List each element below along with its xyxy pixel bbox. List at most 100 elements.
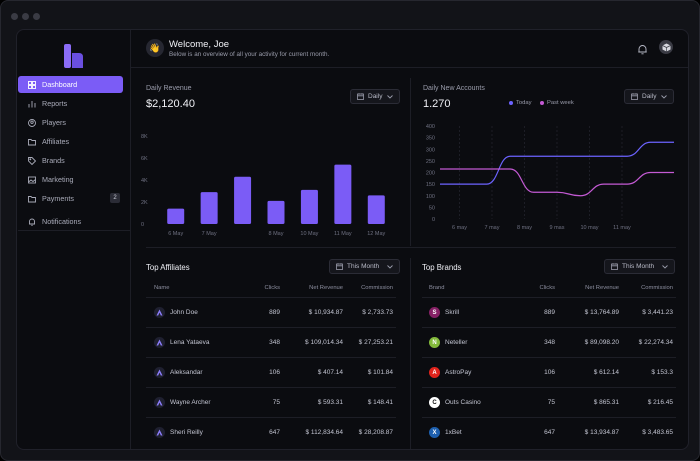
revenue-bar[interactable] [234, 176, 252, 224]
revenue-bar[interactable] [200, 192, 218, 224]
x-tick-label: 6 may [452, 225, 467, 231]
affiliates-table: Name Clicks Net Revenue Commission John … [146, 285, 396, 449]
window-minimize-dot[interactable] [22, 13, 29, 20]
col-header-brand: Brand [429, 285, 445, 291]
sidebar-item-label: Brands [42, 156, 65, 165]
affiliate-name: Lena Yataeva [170, 339, 210, 346]
brand-commission: $ 3,441.23 [642, 309, 673, 316]
brand-name: 1xBet [445, 429, 462, 436]
affiliate-commission: $ 148.41 [367, 399, 393, 406]
chevron-down-icon [387, 264, 393, 269]
affiliate-icon [154, 367, 165, 378]
col-header-clicks: Clicks [539, 285, 555, 291]
y-tick-label: 250 [426, 159, 435, 165]
sidebar-item-label: Players [42, 118, 66, 127]
brand-commission: $ 153.3 [651, 369, 673, 376]
revenue-bar[interactable] [367, 195, 385, 224]
sidebar-item-notifications[interactable]: Notifications [18, 213, 123, 230]
affiliate-name: Aleksandar [170, 369, 203, 376]
table-row[interactable]: Aleksandar 106 $ 407.14 $ 101.84 [146, 357, 396, 387]
window-close-dot[interactable] [11, 13, 18, 20]
table-row[interactable]: A AstroPay 106 $ 612.14 $ 153.3 [422, 357, 676, 387]
affiliate-commission: $ 2,733.73 [362, 309, 393, 316]
affiliates-period-dropdown[interactable]: This Month [329, 259, 400, 274]
affiliate-commission: $ 28,208.87 [358, 429, 393, 436]
col-header-name: Name [154, 285, 170, 291]
table-row[interactable]: Wayne Archer 75 $ 593.31 $ 148.41 [146, 387, 396, 417]
brand-clicks: 348 [544, 339, 555, 346]
bell-icon [28, 218, 36, 226]
affiliate-net-revenue: $ 593.31 [317, 399, 343, 406]
y-tick-label: 200 [426, 171, 435, 177]
avatar[interactable] [659, 40, 673, 54]
brand-net-revenue: $ 13,764.89 [584, 309, 619, 316]
table-row[interactable]: John Doe 889 $ 10,934.87 $ 2,733.73 [146, 297, 396, 327]
sidebar-divider [18, 230, 130, 231]
sidebar-item-payments[interactable]: Payments 2 [18, 190, 123, 207]
accounts-period-dropdown[interactable]: Daily [624, 89, 674, 104]
revenue-period-dropdown[interactable]: Daily [350, 89, 400, 104]
y-tick-label: 150 [426, 182, 435, 188]
revenue-bar[interactable] [167, 208, 185, 224]
accounts-period-label: Daily [642, 93, 657, 100]
sidebar-item-reports[interactable]: Reports [18, 95, 123, 112]
revenue-bar[interactable] [267, 200, 285, 224]
brand-net-revenue: $ 612.14 [593, 369, 619, 376]
table-row[interactable]: S Skrill 889 $ 13,764.89 $ 3,441.23 [422, 297, 676, 327]
sidebar-item-label: Reports [42, 99, 68, 108]
y-tick-label: 2K [141, 200, 148, 206]
sidebar-item-players[interactable]: Players [18, 114, 123, 131]
revenue-bar[interactable] [300, 189, 318, 224]
brands-table: Brand Clicks Net Revenue Commission S Skr… [422, 285, 676, 449]
brand-name: Neteller [445, 339, 468, 346]
revenue-bar[interactable] [334, 164, 352, 224]
table-row[interactable]: Sheri Reilly 647 $ 112,834.64 $ 28,208.87 [146, 417, 396, 447]
x-tick-label: 7 May [202, 231, 217, 237]
sidebar-item-dashboard[interactable]: Dashboard [18, 76, 123, 93]
y-tick-label: 4K [141, 178, 148, 184]
brand-logo[interactable] [64, 44, 84, 73]
notifications-bell-icon[interactable] [637, 42, 648, 60]
affiliate-icon [154, 397, 165, 408]
legend-past-week-label: Past week [547, 100, 574, 106]
revenue-title: Daily Revenue [146, 85, 192, 92]
sidebar-item-label: Marketing [42, 175, 74, 184]
brands-period-dropdown[interactable]: This Month [604, 259, 675, 274]
table-row[interactable]: C Outs Casino 75 $ 865.31 $ 216.45 [422, 387, 676, 417]
today-series-line[interactable] [440, 141, 674, 185]
x-tick-label: 8 may [517, 225, 532, 231]
x-tick-label: 11 may [613, 225, 631, 231]
affiliate-net-revenue: $ 10,934.87 [308, 309, 343, 316]
brand-clicks: 889 [544, 309, 555, 316]
chevron-down-icon [662, 264, 668, 269]
affiliate-commission: $ 101.84 [367, 369, 393, 376]
sidebar-item-brands[interactable]: Brands [18, 152, 123, 169]
affiliate-clicks: 106 [269, 369, 280, 376]
brand-name: Outs Casino [445, 399, 481, 406]
brands-period-label: This Month [622, 263, 655, 270]
affiliate-icon [154, 337, 165, 348]
grid-icon [28, 80, 36, 89]
table-row[interactable]: Lena Yataeva 348 $ 109,014.34 $ 27,253.21 [146, 327, 396, 357]
page-title: Welcome, Joe [169, 39, 230, 50]
past-week-series-line[interactable] [440, 168, 674, 197]
legend-past-week-swatch [540, 101, 544, 105]
x-tick-label: 11 May [334, 231, 352, 237]
sidebar-item-affiliates[interactable]: Affiliates [18, 133, 123, 150]
affiliate-clicks: 75 [272, 399, 280, 406]
affiliates-period-label: This Month [347, 263, 380, 270]
sidebar-item-marketing[interactable]: Marketing [18, 171, 123, 188]
brands-title: Top Brands [422, 263, 462, 272]
table-row[interactable]: N Neteller 348 $ 89,098.20 $ 22,274.34 [422, 327, 676, 357]
table-row[interactable]: X 1xBet 647 $ 13,934.87 $ 3,483.65 [422, 417, 676, 447]
window-maximize-dot[interactable] [33, 13, 40, 20]
brand-logo-icon: X [429, 427, 440, 438]
section-divider [146, 247, 676, 248]
brand-clicks: 106 [544, 369, 555, 376]
affiliate-name: Sheri Reilly [170, 429, 203, 436]
brand-clicks: 75 [547, 399, 555, 406]
folder-icon [28, 195, 36, 203]
sidebar-item-label: Affiliates [42, 137, 70, 146]
chevron-down-icon [387, 94, 393, 99]
